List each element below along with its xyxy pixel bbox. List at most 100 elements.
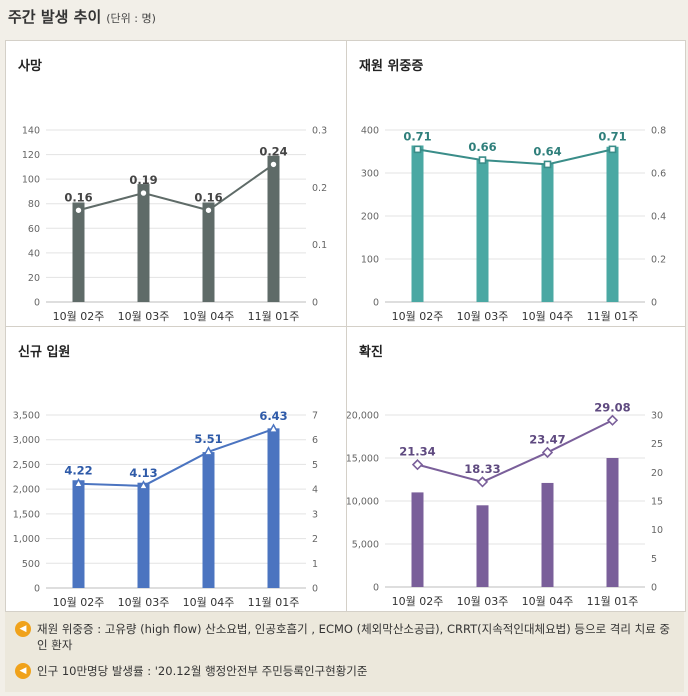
x-tick-label: 10월 04주 [183, 310, 235, 323]
page-title: 주간 발생 추이 [8, 8, 102, 26]
x-tick-label: 10월 03주 [118, 596, 170, 609]
data-label: 18.33 [464, 462, 500, 476]
y-left-tick-label: 1,500 [13, 509, 40, 520]
y-left-tick-label: 3,000 [13, 435, 40, 446]
x-tick-label: 10월 04주 [183, 596, 235, 609]
y-left-tick-label: 0 [373, 583, 379, 594]
y-right-tick-label: 20 [651, 468, 663, 479]
y-left-tick-label: 20 [28, 273, 40, 284]
data-label: 0.19 [129, 173, 157, 187]
x-tick-label: 10월 03주 [118, 310, 170, 323]
y-right-tick-label: 30 [651, 411, 663, 422]
bar [411, 492, 424, 587]
chart-panel-severe: 재원 위중증 0 100 200 300 400 0 0.2 0.4 0.6 0.8 10월 02주… [347, 41, 685, 326]
x-tick-label: 11월 01주 [587, 310, 639, 323]
y-right-tick-label: 4 [312, 485, 318, 496]
x-tick-label: 10월 04주 [522, 310, 574, 323]
data-label: 21.34 [399, 445, 435, 459]
line-point [138, 480, 149, 490]
y-left-tick-label: 0 [373, 298, 379, 309]
line-point [608, 145, 617, 154]
bar [541, 482, 554, 587]
y-left-tick-label: 10,000 [347, 497, 379, 508]
y-right-tick-label: 7 [312, 411, 318, 422]
data-label: 6.43 [259, 409, 287, 423]
y-right-tick-label: 6 [312, 435, 318, 446]
y-left-tick-label: 3,500 [13, 411, 40, 422]
y-left-tick-label: 100 [22, 175, 40, 186]
x-tick-label: 10월 04주 [522, 595, 574, 608]
line-point [413, 145, 422, 154]
y-right-tick-label: 3 [312, 509, 318, 520]
y-right-tick-label: 0.1 [312, 240, 327, 251]
bar [137, 184, 150, 302]
chart-title: 재원 위중증 [359, 59, 424, 74]
data-label: 0.24 [259, 144, 287, 158]
chart-title: 신규 입원 [18, 345, 71, 360]
bar [411, 145, 424, 302]
note-severe-definition: ◀ 재원 위중증 : 고유량 (high flow) 산소요법, 인공호흡기 ,… [15, 621, 670, 653]
line-point [543, 160, 552, 169]
x-tick-label: 10월 02주 [392, 310, 444, 323]
chart-panel-confirmed: 확진 0 5,000 10,000 15,000 20,000 0 5 10 15 20 25 30 1… [347, 327, 685, 611]
y-left-tick-label: 100 [361, 255, 379, 266]
y-left-tick-label: 300 [361, 169, 379, 180]
y-left-tick-label: 400 [361, 126, 379, 137]
chart-panel-admissions: 신규 입원 0 500 1,000 1,500 2,000 2,500 3,000 3,500… [6, 327, 346, 611]
data-label: 0.71 [598, 129, 626, 143]
y-left-tick-label: 500 [22, 559, 40, 570]
x-tick-label: 10월 02주 [53, 310, 105, 323]
charts-grid: 사망 0 20 40 60 80 100 120 140 0 0.1 0.2 0.3 10월 02주 10… [5, 40, 686, 612]
series-line [417, 419, 613, 483]
data-label: 0.16 [64, 190, 92, 204]
y-right-tick-label: 5 [312, 460, 318, 471]
y-left-tick-label: 0 [34, 584, 40, 595]
y-left-tick-label: 15,000 [347, 454, 379, 465]
bar [72, 480, 85, 588]
data-label: 23.47 [529, 432, 565, 446]
y-left-tick-label: 0 [34, 298, 40, 309]
series-line [78, 163, 275, 212]
y-left-tick-label: 2,000 [13, 485, 40, 496]
note-rate-basis: ◀ 인구 10만명당 발생률 : '20.12월 행정안전부 주민등록인구현황기… [15, 663, 670, 679]
line-point [73, 477, 84, 488]
chart-title: 사망 [18, 59, 42, 74]
y-right-tick-label: 1 [312, 559, 318, 570]
y-left-tick-label: 5,000 [352, 540, 379, 551]
line-point [476, 476, 489, 488]
note-text: 재원 위중증 : 고유량 (high flow) 산소요법, 인공호흡기 , E… [37, 622, 671, 652]
note-text: 인구 10만명당 발생률 : '20.12월 행정안전부 주민등록인구현황기준 [37, 664, 368, 678]
bar [606, 458, 619, 587]
y-right-tick-label: 0.2 [312, 183, 327, 194]
bar [202, 202, 215, 302]
y-left-tick-label: 60 [28, 224, 40, 235]
data-label: 0.71 [403, 129, 431, 143]
line-point [74, 205, 84, 215]
bar [606, 146, 619, 302]
y-left-tick-label: 80 [28, 199, 40, 210]
chart-panel-deaths: 사망 0 20 40 60 80 100 120 140 0 0.1 0.2 0.3 10월 02주 10… [6, 41, 346, 326]
line-point [203, 446, 214, 456]
data-label: 4.13 [129, 466, 157, 480]
line-point [138, 188, 148, 198]
y-right-tick-label: 5 [651, 554, 657, 565]
x-tick-label: 11월 01주 [248, 310, 300, 323]
y-right-tick-label: 0 [651, 583, 657, 594]
chart-severe: 0 100 200 300 400 0 0.2 0.4 0.6 0.8 10월 02주 10월 03주… [361, 126, 666, 324]
y-right-tick-label: 0.8 [651, 126, 666, 137]
chart-confirmed: 0 5,000 10,000 15,000 20,000 0 5 10 15 20 25 30 10월 … [347, 400, 663, 608]
x-tick-label: 10월 02주 [392, 595, 444, 608]
line-point [268, 159, 278, 169]
y-left-tick-label: 120 [22, 150, 40, 161]
data-label: 0.64 [533, 144, 561, 158]
line-point [478, 156, 487, 164]
chart-deaths: 0 20 40 60 80 100 120 140 0 0.1 0.2 0.3 10월 02주 10월 0… [22, 126, 327, 324]
line-point [606, 414, 619, 426]
bar [267, 155, 280, 302]
x-tick-label: 10월 02주 [53, 596, 105, 609]
bar [476, 160, 489, 302]
data-label: 5.51 [194, 432, 222, 446]
bar [267, 428, 280, 588]
y-left-tick-label: 1,000 [13, 534, 40, 545]
page-header: 주간 발생 추이 (단위 : 명) [8, 6, 156, 30]
